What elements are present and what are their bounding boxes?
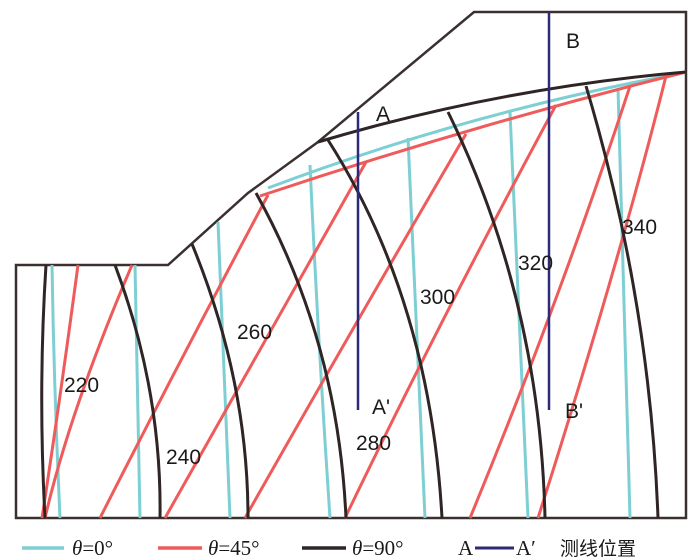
survey-label-b-top: B: [566, 30, 580, 53]
legend-label-theta45: θ=45°: [208, 536, 260, 560]
theta-45-lines: [40, 70, 687, 519]
theta-45-line: [163, 161, 368, 519]
theta-45-line: [43, 264, 134, 519]
legend: θ=0° θ=45° θ=90° A A′ 测线位置: [22, 536, 636, 560]
theta-0-line: [216, 221, 232, 519]
theta-45-line: [536, 75, 668, 519]
survey-label-a-bottom: A': [372, 396, 390, 419]
theta-45-line: [98, 194, 270, 519]
legend-survey-start: A: [458, 536, 474, 560]
theta-45-line: [40, 264, 80, 519]
theta-90-line: [113, 264, 162, 519]
theta-0-line: [50, 264, 62, 519]
theta-90-line: [190, 243, 250, 519]
contour-label-240: 240: [166, 446, 201, 469]
theta-0-line: [616, 87, 632, 519]
theta-0-lines: [50, 72, 679, 519]
theta-90-line: [326, 139, 444, 519]
theta-90-line: [254, 192, 348, 519]
legend-label-theta90: θ=90°: [352, 536, 404, 560]
theta-90-top: [317, 70, 687, 144]
theta-45-line: [243, 133, 468, 519]
contour-label-280: 280: [356, 432, 391, 455]
theta-45-line: [468, 85, 632, 519]
theta-0-line: [406, 137, 427, 519]
contour-label-220: 220: [64, 374, 99, 397]
survey-label-a-top: A: [376, 103, 390, 126]
theta-0-top: [267, 72, 679, 190]
contour-label-260: 260: [237, 321, 272, 344]
legend-survey-text: 测线位置: [560, 538, 636, 560]
theta-90-line: [584, 85, 660, 519]
survey-label-b-bottom: B': [565, 400, 583, 423]
theta-90-line: [40, 264, 48, 519]
theta-45-top: [259, 70, 687, 198]
contour-label-340: 340: [622, 216, 657, 239]
theta-90-line: [446, 111, 547, 519]
legend-label-theta0: θ=0°: [72, 536, 113, 560]
theta-45-line: [343, 104, 558, 519]
legend-survey-end: A′: [516, 536, 536, 560]
survey-lines: [356, 12, 551, 410]
theta-0-line: [133, 264, 142, 519]
contour-label-320: 320: [518, 252, 553, 275]
theta-90-lines: [40, 70, 687, 519]
contour-label-300: 300: [420, 286, 455, 309]
